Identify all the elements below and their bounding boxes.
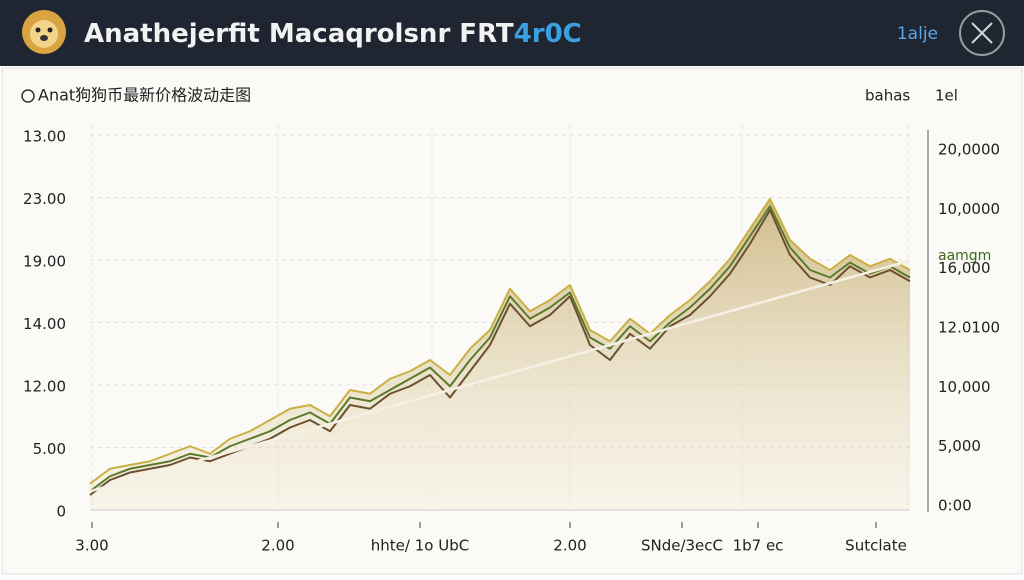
app-title: Anathejerfit Macaqrolsnr FRT4r0C bbox=[84, 19, 582, 49]
x-tick-label: SNde/3ecC bbox=[641, 537, 723, 555]
y2-axis-label: 20,0000 bbox=[938, 141, 1000, 159]
x-tick-label: Sutclate bbox=[845, 537, 907, 555]
y-axis-label: 14.00 bbox=[23, 315, 66, 333]
y-axis-label: 13.00 bbox=[23, 128, 66, 146]
area bbox=[90, 198, 910, 510]
series-line bbox=[89, 209, 911, 496]
radio[interactable] bbox=[21, 89, 35, 103]
y2-axis-label: 10,000 bbox=[938, 378, 991, 396]
header-bar bbox=[0, 0, 1024, 66]
series-line bbox=[89, 197, 911, 485]
side-label: aamgm bbox=[938, 248, 991, 264]
y2-axis-label: 5,000 bbox=[938, 437, 981, 455]
y-axis-label: 19.00 bbox=[23, 253, 66, 271]
x-tick-label: hhte/ 1o UbC bbox=[371, 537, 469, 555]
x-tick-label: 1b7 ec bbox=[733, 537, 784, 555]
legend-entry[interactable]: 1el bbox=[935, 87, 958, 105]
legend-entry[interactable]: bahas bbox=[865, 87, 910, 105]
y2-axis-label: 0:00 bbox=[938, 497, 972, 515]
series-line bbox=[89, 259, 911, 493]
title-main: Anathejerfit Macaqrolsnr FRT bbox=[84, 19, 514, 49]
y-axis-label: 0 bbox=[56, 503, 66, 521]
y-axis-label: 23.00 bbox=[23, 190, 66, 208]
x-tick-label: 2.00 bbox=[261, 537, 294, 555]
y-axis-label: 5.00 bbox=[33, 440, 66, 458]
x-tick-label: 3.00 bbox=[75, 537, 108, 555]
header-label: 1alje bbox=[897, 24, 938, 44]
y2-axis-label: 16,000 bbox=[938, 259, 991, 277]
x-tick-label: 2.00 bbox=[553, 537, 586, 555]
y2-axis-label: 10,0000 bbox=[938, 200, 1000, 218]
y-axis-label: 12.00 bbox=[23, 378, 66, 396]
chart-subtitle: Anat狗狗币最新价格波动走图 bbox=[38, 86, 251, 105]
menu-button[interactable] bbox=[959, 10, 1005, 56]
series-line bbox=[89, 205, 911, 493]
logo bbox=[22, 10, 66, 54]
title-accent: 4r0C bbox=[514, 19, 582, 49]
y2-axis-label: 12.0100 bbox=[938, 319, 1000, 337]
